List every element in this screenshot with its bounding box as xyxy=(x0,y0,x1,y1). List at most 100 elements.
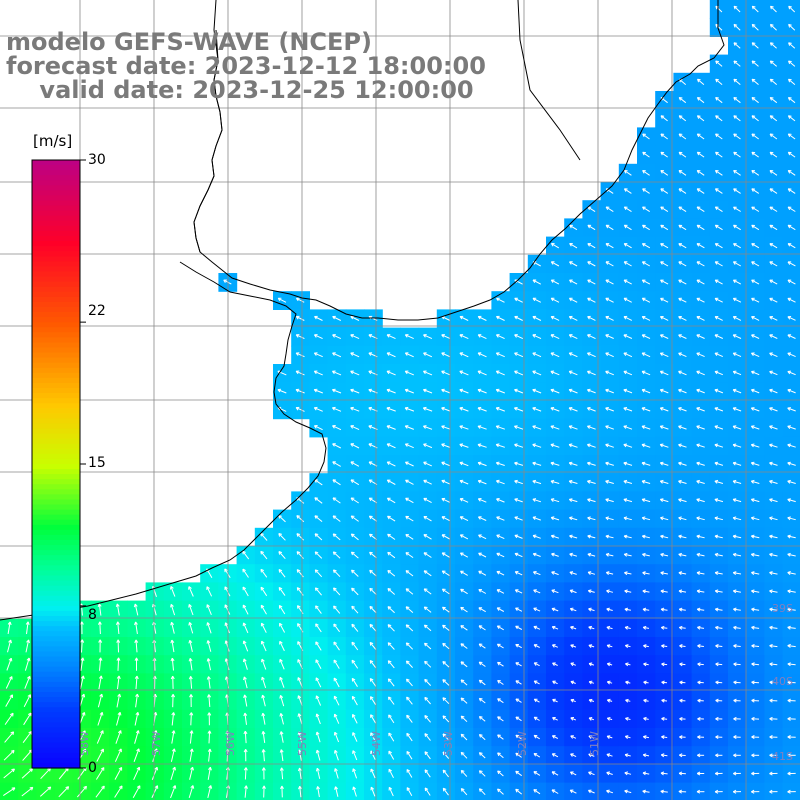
colorbar-step xyxy=(32,261,80,267)
wind-arrow xyxy=(118,658,119,671)
colorbar-step xyxy=(32,246,80,252)
colorbar-step xyxy=(32,241,80,247)
colorbar-step xyxy=(32,165,80,171)
colorbar-step xyxy=(32,733,80,739)
colorbar-step xyxy=(32,403,80,409)
wind-arrow xyxy=(245,768,246,780)
lon-label: 51W xyxy=(588,731,601,756)
colorbar-step xyxy=(32,616,80,622)
colorbar-step xyxy=(32,727,80,733)
colorbar-step xyxy=(32,236,80,242)
colorbar-step xyxy=(32,611,80,617)
colorbar-step xyxy=(32,591,80,597)
colorbar-step xyxy=(32,175,80,181)
colorbar-step xyxy=(32,596,80,602)
lat-label: 40S xyxy=(772,675,793,688)
colorbar-step xyxy=(32,510,80,516)
lat-label: 39S xyxy=(772,602,793,615)
colorbar-step xyxy=(32,332,80,338)
colorbar-step xyxy=(32,393,80,399)
lon-label: 55W xyxy=(296,731,309,756)
colorbar-step xyxy=(32,190,80,196)
colorbar-step xyxy=(32,530,80,536)
colorbar-step xyxy=(32,408,80,414)
colorbar-step xyxy=(32,505,80,511)
wind-arrow xyxy=(154,658,155,671)
colorbar-step xyxy=(32,586,80,592)
colorbar-step xyxy=(32,702,80,708)
colorbar-units: [m/s] xyxy=(33,132,72,150)
colorbar-step xyxy=(32,201,80,207)
colorbar-step xyxy=(32,287,80,293)
colorbar-step xyxy=(32,185,80,191)
colorbar-tick-0: 0 xyxy=(88,760,97,776)
colorbar-step xyxy=(32,297,80,303)
colorbar-step xyxy=(32,707,80,713)
colorbar-step xyxy=(32,277,80,283)
colorbar-step xyxy=(32,743,80,749)
colorbar-step xyxy=(32,667,80,673)
colorbar-step xyxy=(32,581,80,587)
valid-date: valid date: 2023-12-25 12:00:00 xyxy=(6,78,486,102)
colorbar-step xyxy=(32,489,80,495)
colorbar-step xyxy=(32,216,80,222)
colorbar-step xyxy=(32,434,80,440)
colorbar-step xyxy=(32,515,80,521)
forecast-date: forecast date: 2023-12-12 18:00:00 xyxy=(6,54,486,78)
colorbar-step xyxy=(32,373,80,379)
colorbar-step xyxy=(32,449,80,455)
colorbar-step xyxy=(32,499,80,505)
colorbar-step xyxy=(32,550,80,556)
colorbar-step xyxy=(32,271,80,277)
colorbar-step xyxy=(32,753,80,759)
colorbar-step xyxy=(32,292,80,298)
colorbar-step xyxy=(32,251,80,257)
colorbar-step xyxy=(32,327,80,333)
colorbar-step xyxy=(32,606,80,612)
colorbar-step xyxy=(32,317,80,323)
colorbar-step xyxy=(32,717,80,723)
colorbar-tick-8: 8 xyxy=(88,607,97,623)
colorbar xyxy=(32,160,86,769)
colorbar-step xyxy=(32,540,80,546)
colorbar-step xyxy=(32,738,80,744)
colorbar-step xyxy=(32,520,80,526)
colorbar-step xyxy=(32,636,80,642)
colorbar-step xyxy=(32,722,80,728)
colorbar-step xyxy=(32,682,80,688)
colorbar-step xyxy=(32,353,80,359)
colorbar-step xyxy=(32,677,80,683)
colorbar-step xyxy=(32,195,80,201)
lon-label: 53W xyxy=(442,731,455,756)
colorbar-step xyxy=(32,180,80,186)
colorbar-step xyxy=(32,494,80,500)
colorbar-step xyxy=(32,758,80,764)
wind-arrow xyxy=(209,731,210,744)
colorbar-tick-30: 30 xyxy=(88,152,106,168)
colorbar-step xyxy=(32,302,80,308)
colorbar-step xyxy=(32,474,80,480)
colorbar-step xyxy=(32,621,80,627)
colorbar-step xyxy=(32,469,80,475)
colorbar-step xyxy=(32,464,80,470)
colorbar-step xyxy=(32,221,80,227)
colorbar-step xyxy=(32,342,80,348)
colorbar-step xyxy=(32,347,80,353)
colorbar-step xyxy=(32,646,80,652)
colorbar-step xyxy=(32,226,80,232)
colorbar-step xyxy=(32,662,80,668)
colorbar-step xyxy=(32,570,80,576)
colorbar-step xyxy=(32,631,80,637)
colorbar-step xyxy=(32,312,80,318)
colorbar-step xyxy=(32,692,80,698)
colorbar-step xyxy=(32,672,80,678)
lon-label: 56W xyxy=(224,731,237,756)
colorbar-step xyxy=(32,266,80,272)
colorbar-step xyxy=(32,575,80,581)
colorbar-step xyxy=(32,444,80,450)
colorbar-step xyxy=(32,626,80,632)
colorbar-step xyxy=(32,423,80,429)
colorbar-step xyxy=(32,687,80,693)
colorbar-step xyxy=(32,439,80,445)
